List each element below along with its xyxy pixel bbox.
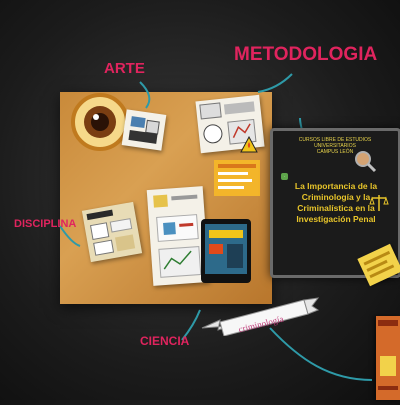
magnifier-icon: [353, 149, 377, 173]
fire-warning-icon: [240, 135, 258, 154]
arrow-ciencia: [181, 309, 201, 341]
ticket-image: [357, 243, 400, 287]
arrow-book: [269, 327, 373, 381]
arrow-disciplina: [59, 225, 81, 247]
label-metodologia: METODOLOGIA: [234, 44, 378, 65]
label-disciplina: DISCIPLINA: [14, 218, 77, 230]
label-arte: ARTE: [104, 60, 145, 77]
sticky-notes[interactable]: [212, 158, 262, 198]
chalkboard-subtitle-line2: CAMPUS LEÓN: [316, 149, 354, 155]
book-image[interactable]: [376, 316, 400, 400]
criminologia-ribbon[interactable]: [200, 296, 320, 337]
chalkboard-main-text: La Importancia de la Criminología y la C…: [294, 181, 378, 224]
chalkboard-subtitle: CURSOS LIBRE DE ESTUDIOS UNIVERSITARIOS …: [281, 137, 389, 155]
tablet-image[interactable]: [200, 218, 252, 284]
chalkboard-tag: ·: [281, 173, 289, 180]
label-ciencia: CIENCIA: [140, 334, 190, 348]
chalkboard-subtitle-line1: CURSOS LIBRE DE ESTUDIOS UNIVERSITARIOS: [298, 137, 372, 149]
arrow-arte: [139, 81, 151, 109]
arrow-metodologia: [257, 73, 293, 93]
disciplina-note-card[interactable]: [81, 201, 143, 263]
ciencia-note-card[interactable]: [146, 186, 210, 286]
scales-icon: [369, 193, 389, 213]
arte-note-card[interactable]: [121, 109, 167, 151]
